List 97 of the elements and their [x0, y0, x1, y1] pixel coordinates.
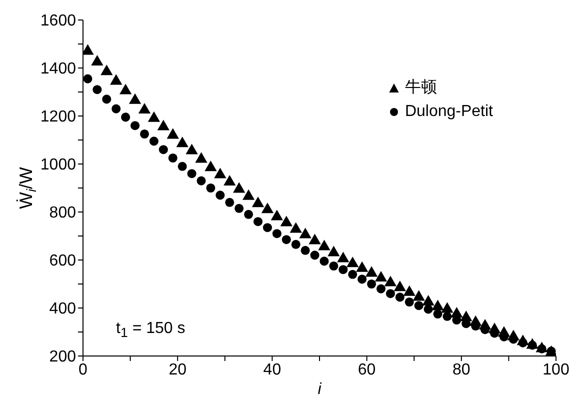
- point: [92, 85, 102, 94]
- point: [291, 240, 300, 249]
- point: [214, 168, 226, 178]
- point: [83, 44, 94, 55]
- point: [206, 183, 216, 193]
- point: [128, 93, 142, 104]
- point: [225, 198, 234, 207]
- y-tick-label: 1400: [40, 60, 76, 78]
- point: [308, 234, 321, 244]
- point: [244, 210, 254, 219]
- point: [358, 274, 367, 284]
- point: [138, 102, 151, 114]
- y-tick-label: 1000: [40, 156, 76, 174]
- point: [337, 252, 350, 262]
- point: [338, 265, 348, 274]
- point: [356, 261, 368, 272]
- point: [346, 256, 359, 268]
- point: [320, 256, 329, 266]
- y-tick-label: 200: [49, 348, 76, 366]
- point: [149, 136, 158, 146]
- point: [422, 294, 434, 306]
- x-axis-title: i: [318, 381, 322, 398]
- point: [412, 290, 425, 301]
- legend-label: Dulong-Petit: [404, 102, 493, 122]
- legend-label: 牛顿: [404, 78, 437, 98]
- point: [102, 94, 112, 104]
- point: [310, 250, 320, 260]
- point: [441, 302, 454, 313]
- y-tick-label: 400: [49, 300, 76, 318]
- x-tick-label: 100: [542, 361, 570, 378]
- x-tick-label: 60: [358, 361, 376, 378]
- point: [518, 338, 528, 348]
- point: [261, 202, 274, 214]
- point: [176, 136, 188, 148]
- point: [374, 270, 388, 282]
- point: [168, 153, 178, 163]
- point: [365, 266, 378, 277]
- point: [121, 112, 130, 122]
- point: [318, 240, 330, 250]
- point: [376, 284, 386, 294]
- point: [404, 297, 414, 307]
- point: [110, 74, 122, 85]
- point: [224, 174, 236, 186]
- point: [119, 84, 132, 94]
- point: [329, 261, 338, 271]
- point: [270, 210, 284, 220]
- point: [414, 301, 424, 310]
- point: [196, 176, 206, 186]
- point: [424, 304, 433, 314]
- point: [328, 246, 340, 256]
- point: [100, 64, 113, 76]
- point: [204, 160, 217, 172]
- point: [157, 120, 170, 130]
- point: [299, 228, 312, 238]
- point: [195, 152, 208, 163]
- point: [216, 190, 225, 200]
- annotation: t$_{1}$ = 150 s: [116, 320, 186, 340]
- point: [262, 223, 272, 232]
- point: [130, 121, 140, 130]
- point: [433, 309, 442, 319]
- point: [233, 182, 246, 193]
- point: [280, 216, 292, 226]
- point: [178, 162, 187, 171]
- point: [252, 196, 264, 208]
- y-tick-label: 1600: [40, 12, 76, 30]
- point: [83, 74, 92, 84]
- x-tick-label: 20: [168, 361, 187, 378]
- point: [386, 289, 395, 298]
- point: [253, 217, 263, 226]
- point: [290, 222, 302, 233]
- point: [166, 128, 179, 139]
- x-tick-label: 80: [452, 361, 470, 378]
- point: [442, 312, 452, 321]
- point: [432, 300, 444, 310]
- y-tick-label: 600: [49, 252, 76, 270]
- point: [140, 129, 150, 139]
- point: [186, 144, 198, 154]
- point: [395, 292, 404, 302]
- point: [282, 235, 291, 244]
- point: [242, 189, 255, 200]
- point: [300, 246, 310, 255]
- point: [403, 285, 416, 296]
- point: [272, 229, 282, 238]
- x-tick-label: 0: [78, 361, 88, 378]
- y-tick-label: 1200: [40, 108, 76, 126]
- point: [91, 54, 104, 66]
- point: [367, 279, 376, 289]
- point: [158, 145, 168, 154]
- point: [148, 111, 160, 122]
- point: [348, 270, 358, 279]
- point: [187, 169, 196, 178]
- point: [394, 280, 406, 292]
- point: [234, 204, 244, 213]
- point: [384, 276, 397, 286]
- y-tick-label: 800: [49, 204, 76, 222]
- x-tick-label: 40: [263, 361, 282, 378]
- point: [112, 104, 121, 114]
